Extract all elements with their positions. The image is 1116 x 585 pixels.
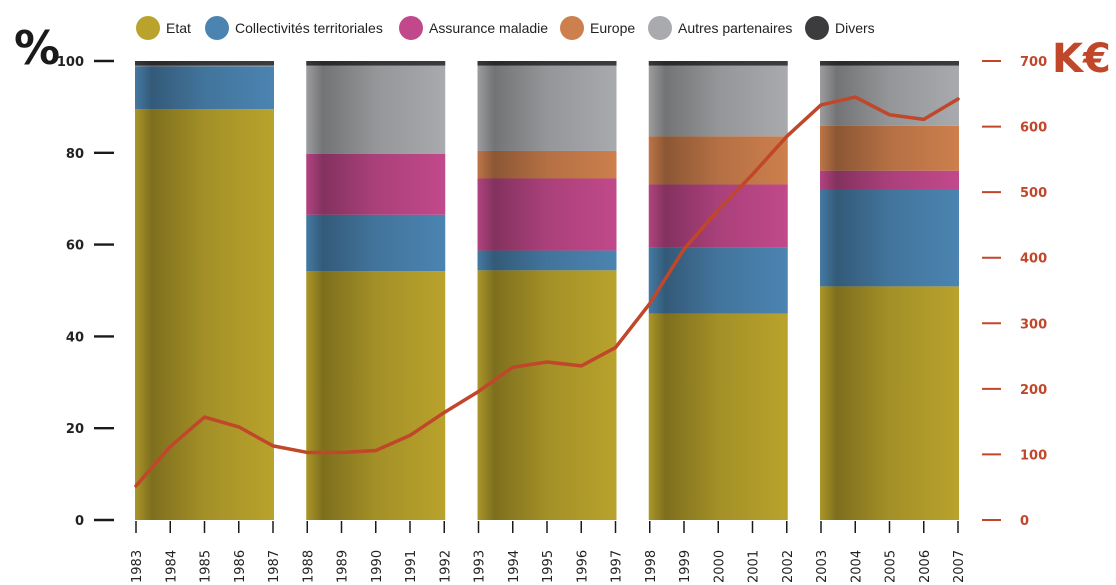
left-tick-label: 0 xyxy=(75,514,84,529)
legend-label: Assurance maladie xyxy=(429,20,548,36)
x-tick-label: 1992 xyxy=(438,550,453,583)
stacked-bars xyxy=(135,61,959,520)
line-layer xyxy=(134,95,960,488)
left-tick-label: 20 xyxy=(66,422,84,437)
x-tick-label: 1996 xyxy=(575,550,590,583)
x-tick-label: 1995 xyxy=(541,550,556,583)
right-tick-label: 700 xyxy=(1020,55,1047,70)
x-tick-label: 1994 xyxy=(507,550,522,583)
x-tick-label: 1983 xyxy=(130,550,145,583)
legend-swatch xyxy=(136,16,160,40)
right-tick-label: 600 xyxy=(1020,121,1047,136)
x-tick-label: 1990 xyxy=(370,550,385,583)
x-tick-label: 1991 xyxy=(404,550,419,583)
right-tick-label: 500 xyxy=(1020,186,1047,201)
legend-item-assurance-maladie: Assurance maladie xyxy=(399,16,548,40)
bar-group-1998-2002 xyxy=(648,61,788,520)
right-tick-label: 300 xyxy=(1020,317,1047,332)
bar-shading xyxy=(820,61,959,520)
x-axis: 1983 1984 1985 1986 1987 1988 1989 1990 1991 1992… xyxy=(130,521,967,583)
funding-total-line xyxy=(134,95,960,488)
legend-label: Collectivités territoriales xyxy=(235,20,383,36)
legend: Etat Collectivités territoriales Assurance… xyxy=(136,16,875,40)
right-tick-label: 100 xyxy=(1020,448,1047,463)
bar-shading xyxy=(135,61,274,520)
x-tick-label: 1984 xyxy=(164,550,179,583)
x-tick-label: 2001 xyxy=(747,550,762,583)
x-tick-label: 1998 xyxy=(644,550,659,583)
x-tick-label: 2002 xyxy=(781,550,796,583)
x-tick-label: 1989 xyxy=(336,550,351,583)
left-tick-label: 100 xyxy=(57,55,84,70)
x-tick-label: 1985 xyxy=(199,550,214,583)
right-tick-label: 200 xyxy=(1020,383,1047,398)
legend-swatch xyxy=(805,16,829,40)
legend-item-etat: Etat xyxy=(136,16,191,40)
x-tick-label: 1999 xyxy=(678,550,693,583)
left-axis-unit: % xyxy=(14,21,60,75)
bar-shading xyxy=(306,61,446,520)
x-tick-label: 1993 xyxy=(473,550,488,583)
legend-swatch xyxy=(205,16,229,40)
x-tick-label: 2000 xyxy=(712,550,727,583)
left-tick-label: 60 xyxy=(66,239,84,254)
x-tick-label: 2007 xyxy=(952,550,967,583)
bar-shading xyxy=(648,61,788,520)
bar-shading xyxy=(477,61,617,520)
x-tick-label: 2006 xyxy=(918,550,933,583)
legend-swatch xyxy=(648,16,672,40)
legend-label: Autres partenaires xyxy=(678,20,792,36)
x-tick-label: 2004 xyxy=(849,550,864,583)
x-tick-label: 1986 xyxy=(233,550,248,583)
x-tick-label: 1997 xyxy=(610,550,625,583)
left-tick-label: 80 xyxy=(66,147,84,162)
bar-group-1988-1992 xyxy=(306,61,446,520)
legend-swatch xyxy=(560,16,584,40)
left-axis: 0 20 40 60 80 100 xyxy=(57,55,114,529)
bar-group-2003-2007 xyxy=(820,61,959,520)
right-tick-label: 0 xyxy=(1020,514,1029,529)
legend-item-divers: Divers xyxy=(805,16,875,40)
right-axis-unit: K€ xyxy=(1052,36,1111,82)
legend-label: Divers xyxy=(835,20,875,36)
bar-group-1983-1987 xyxy=(135,61,274,520)
left-tick-label: 40 xyxy=(66,330,84,345)
bar-group-1993-1997 xyxy=(477,61,617,520)
x-tick-label: 2005 xyxy=(884,550,899,583)
legend-item-autres-partenaires: Autres partenaires xyxy=(648,16,792,40)
legend-swatch xyxy=(399,16,423,40)
legend-item-collectivites-territoriales: Collectivités territoriales xyxy=(205,16,383,40)
legend-item-europe: Europe xyxy=(560,16,635,40)
x-tick-label: 1988 xyxy=(301,550,316,583)
legend-label: Europe xyxy=(590,20,635,36)
legend-label: Etat xyxy=(166,20,191,36)
x-tick-label: 2003 xyxy=(815,550,830,583)
x-tick-label: 1987 xyxy=(267,550,282,583)
right-axis: 0 100 200 300 400 500 600 700 xyxy=(982,55,1047,529)
right-tick-label: 400 xyxy=(1020,252,1047,267)
